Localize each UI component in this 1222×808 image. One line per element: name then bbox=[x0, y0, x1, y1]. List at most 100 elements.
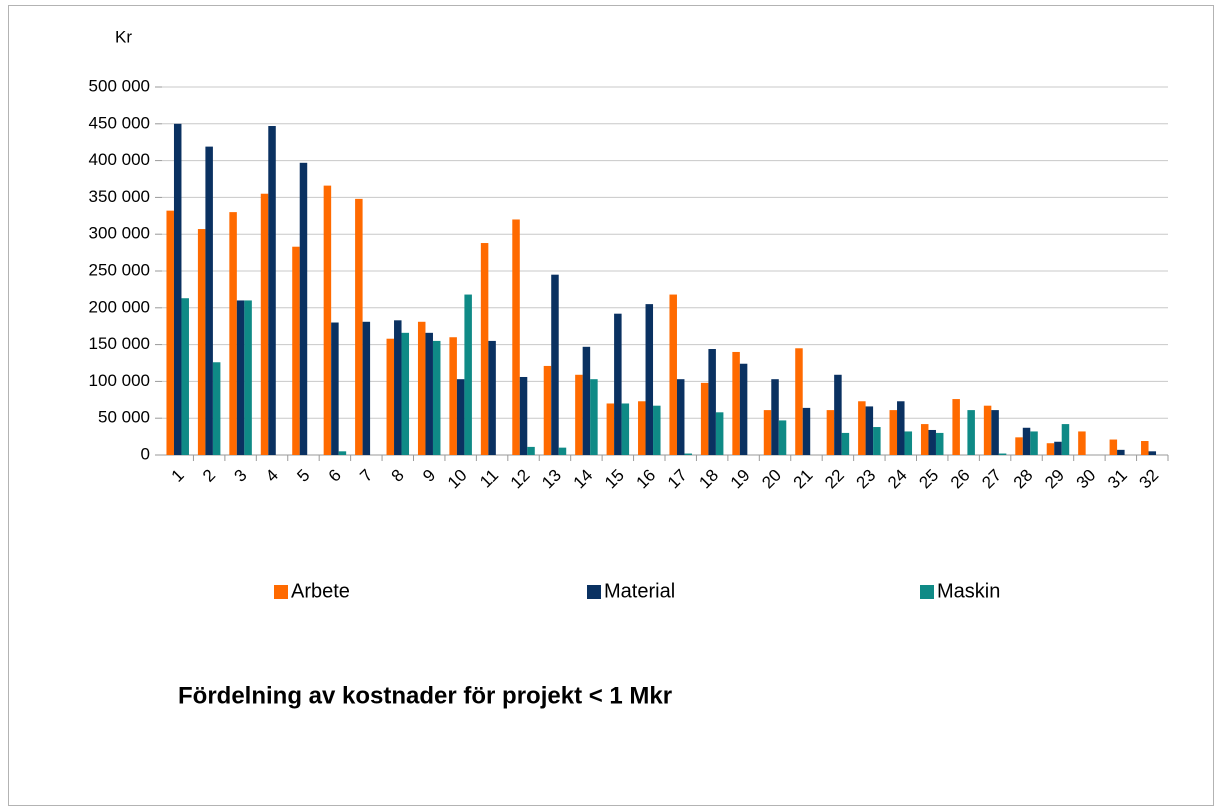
bar bbox=[425, 332, 433, 455]
bar bbox=[991, 410, 999, 455]
bar bbox=[865, 406, 874, 455]
bar bbox=[543, 365, 552, 455]
bar bbox=[715, 412, 724, 455]
bar bbox=[394, 320, 402, 455]
y-axis-label: Kr bbox=[115, 27, 132, 46]
bar bbox=[236, 300, 245, 455]
bar bbox=[331, 322, 339, 455]
bar bbox=[606, 403, 615, 455]
bar bbox=[708, 349, 716, 455]
bar bbox=[197, 229, 206, 455]
bar bbox=[700, 382, 709, 455]
y-tick-label: 50 000 bbox=[98, 408, 150, 427]
bar bbox=[338, 451, 347, 455]
bar bbox=[432, 340, 441, 455]
bar bbox=[355, 198, 363, 455]
bar bbox=[401, 332, 410, 455]
bar bbox=[417, 321, 426, 455]
bar bbox=[590, 379, 598, 455]
bar bbox=[292, 246, 300, 455]
bar bbox=[1117, 449, 1125, 455]
bar bbox=[669, 294, 677, 455]
bar bbox=[732, 351, 740, 455]
y-tick-label: 0 bbox=[141, 444, 150, 463]
bar bbox=[519, 376, 528, 455]
y-tick-label: 400 000 bbox=[89, 150, 150, 169]
bar bbox=[1015, 437, 1023, 455]
bar bbox=[1046, 443, 1055, 455]
bar bbox=[763, 410, 772, 455]
bar bbox=[676, 379, 685, 455]
bar bbox=[873, 427, 881, 455]
bar bbox=[998, 453, 1007, 455]
bar bbox=[1061, 424, 1070, 455]
bar bbox=[212, 362, 221, 455]
bar bbox=[575, 374, 583, 455]
y-tick-label: 150 000 bbox=[89, 334, 150, 353]
bar bbox=[1078, 431, 1086, 455]
y-tick-label: 350 000 bbox=[89, 187, 150, 206]
bar bbox=[983, 405, 992, 455]
bar bbox=[897, 401, 905, 455]
bar bbox=[244, 300, 252, 455]
y-tick-label: 300 000 bbox=[89, 224, 150, 243]
bar bbox=[464, 294, 472, 455]
bar bbox=[1148, 451, 1157, 455]
legend-label: Arbete bbox=[291, 580, 350, 602]
bar bbox=[527, 446, 535, 455]
y-tick-label: 100 000 bbox=[89, 371, 150, 390]
bar bbox=[173, 123, 182, 456]
bar bbox=[205, 146, 213, 455]
legend-label: Material bbox=[604, 580, 675, 602]
y-tick-label: 200 000 bbox=[89, 297, 150, 316]
bar bbox=[771, 379, 779, 455]
y-tick-label: 450 000 bbox=[89, 113, 150, 132]
bar bbox=[967, 410, 975, 455]
bar bbox=[920, 424, 929, 455]
bar bbox=[684, 453, 692, 455]
bar bbox=[1054, 441, 1062, 455]
bar bbox=[795, 348, 803, 455]
bar bbox=[480, 243, 489, 455]
legend-swatch bbox=[587, 585, 601, 599]
bar bbox=[802, 407, 811, 455]
bar bbox=[638, 401, 646, 455]
bar bbox=[551, 274, 559, 455]
bar bbox=[834, 374, 842, 455]
bar bbox=[181, 298, 189, 455]
bar bbox=[621, 403, 630, 455]
bar bbox=[488, 340, 496, 455]
chart-title: Fördelning av kostnader för projekt < 1 … bbox=[178, 682, 672, 709]
bar bbox=[935, 432, 944, 455]
bar bbox=[928, 429, 936, 455]
bar bbox=[166, 210, 174, 455]
legend-swatch bbox=[920, 585, 934, 599]
bar bbox=[260, 193, 269, 455]
bar bbox=[449, 337, 457, 455]
bar bbox=[952, 399, 960, 455]
y-tick-label: 500 000 bbox=[89, 76, 150, 95]
bar bbox=[268, 126, 276, 456]
bar bbox=[904, 431, 913, 455]
bar bbox=[645, 304, 654, 455]
bar bbox=[229, 212, 237, 455]
bar bbox=[386, 338, 395, 455]
legend-label: Maskin bbox=[937, 580, 1000, 602]
bar bbox=[614, 313, 622, 455]
bar bbox=[653, 405, 661, 455]
bar bbox=[1109, 439, 1118, 455]
bar bbox=[1022, 427, 1031, 455]
bar bbox=[456, 379, 465, 455]
bar bbox=[858, 401, 866, 455]
bar bbox=[826, 410, 835, 455]
bar bbox=[1030, 431, 1038, 455]
bar bbox=[512, 219, 520, 455]
bar bbox=[299, 162, 308, 456]
legend-swatch bbox=[274, 585, 288, 599]
bar bbox=[362, 321, 371, 455]
bar bbox=[558, 447, 567, 455]
bar bbox=[582, 346, 591, 455]
y-tick-label: 250 000 bbox=[89, 260, 150, 279]
